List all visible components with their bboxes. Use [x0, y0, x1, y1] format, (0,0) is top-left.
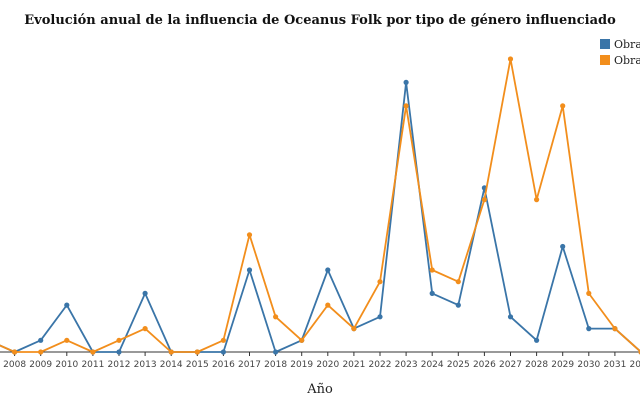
x-tick-label: 2030	[577, 360, 600, 370]
data-point	[403, 79, 409, 85]
x-tick-label: 2016	[212, 360, 235, 370]
data-point	[194, 349, 200, 355]
x-tick-label: 2032	[630, 360, 640, 370]
data-point	[273, 314, 279, 320]
x-tick-label: 2031	[603, 360, 626, 370]
series-layer	[0, 56, 640, 355]
data-point	[455, 302, 461, 308]
data-point	[38, 349, 44, 355]
data-point	[351, 326, 357, 332]
series-1	[0, 79, 640, 355]
data-point	[560, 103, 566, 109]
x-tick-label: 2021	[342, 360, 365, 370]
data-point	[377, 279, 383, 285]
data-point	[429, 290, 435, 296]
series-2	[0, 56, 640, 355]
data-point	[403, 103, 409, 109]
legend-label: Obras	[614, 54, 640, 67]
x-tick-label: 2023	[395, 360, 418, 370]
data-point	[90, 349, 96, 355]
data-point	[246, 232, 253, 238]
legend-item[interactable]: Obras	[600, 38, 640, 51]
x-axis-ticks: 2007200820092010201120122013201420152016…	[3, 352, 640, 370]
data-point	[273, 349, 279, 355]
data-point	[142, 290, 148, 296]
x-tick-label: 2018	[264, 360, 287, 370]
x-tick-label: 2025	[447, 360, 470, 370]
legend-label: Obras	[614, 38, 640, 51]
x-tick-label: 2024	[421, 360, 444, 370]
series-line	[0, 58, 640, 353]
x-tick-label: 2027	[499, 360, 522, 370]
legend-swatch	[600, 39, 610, 49]
data-point	[220, 337, 226, 343]
data-point	[586, 290, 592, 296]
data-point	[38, 337, 44, 343]
x-tick-label: 2028	[525, 360, 548, 370]
data-point	[507, 314, 514, 320]
data-point	[377, 314, 383, 320]
data-point	[116, 349, 122, 355]
x-tick-label: 2022	[369, 360, 392, 370]
series-line	[0, 81, 640, 353]
legend-item[interactable]: Obras	[600, 54, 640, 67]
x-tick-label: 2019	[290, 360, 313, 370]
data-point	[299, 337, 305, 343]
data-point	[586, 326, 592, 332]
legend-swatch	[600, 55, 610, 65]
x-tick-label: 2013	[134, 360, 157, 370]
data-point	[507, 56, 514, 62]
data-point	[116, 337, 122, 343]
x-tick-label: 2010	[55, 360, 78, 370]
data-point	[64, 302, 70, 308]
x-tick-label: 2017	[238, 360, 261, 370]
data-point	[325, 302, 331, 308]
x-tick-label: 2008	[3, 360, 26, 370]
x-tick-label: 2009	[29, 360, 52, 370]
data-point	[455, 279, 461, 285]
legend: Obras Obras	[600, 38, 640, 67]
x-tick-label: 2015	[186, 360, 209, 370]
x-tick-label: 2014	[160, 360, 183, 370]
data-point	[534, 197, 540, 203]
data-point	[12, 349, 18, 355]
data-point	[220, 349, 226, 355]
data-point	[612, 326, 618, 332]
x-tick-label: 2020	[316, 360, 339, 370]
data-point	[246, 267, 253, 273]
x-tick-label: 2012	[108, 360, 131, 370]
x-tick-label: 2029	[551, 360, 574, 370]
data-point	[142, 326, 148, 332]
data-point	[481, 197, 487, 203]
data-point	[168, 349, 174, 355]
data-point	[325, 267, 331, 273]
x-tick-label: 2011	[81, 360, 104, 370]
x-tick-label: 2026	[473, 360, 496, 370]
data-point	[534, 337, 540, 343]
chart-title: Evolución anual de la influencia de Ocea…	[24, 13, 616, 28]
x-axis-label: Año	[306, 382, 333, 397]
data-point	[429, 267, 435, 273]
data-point	[64, 337, 70, 343]
data-point	[560, 243, 566, 250]
